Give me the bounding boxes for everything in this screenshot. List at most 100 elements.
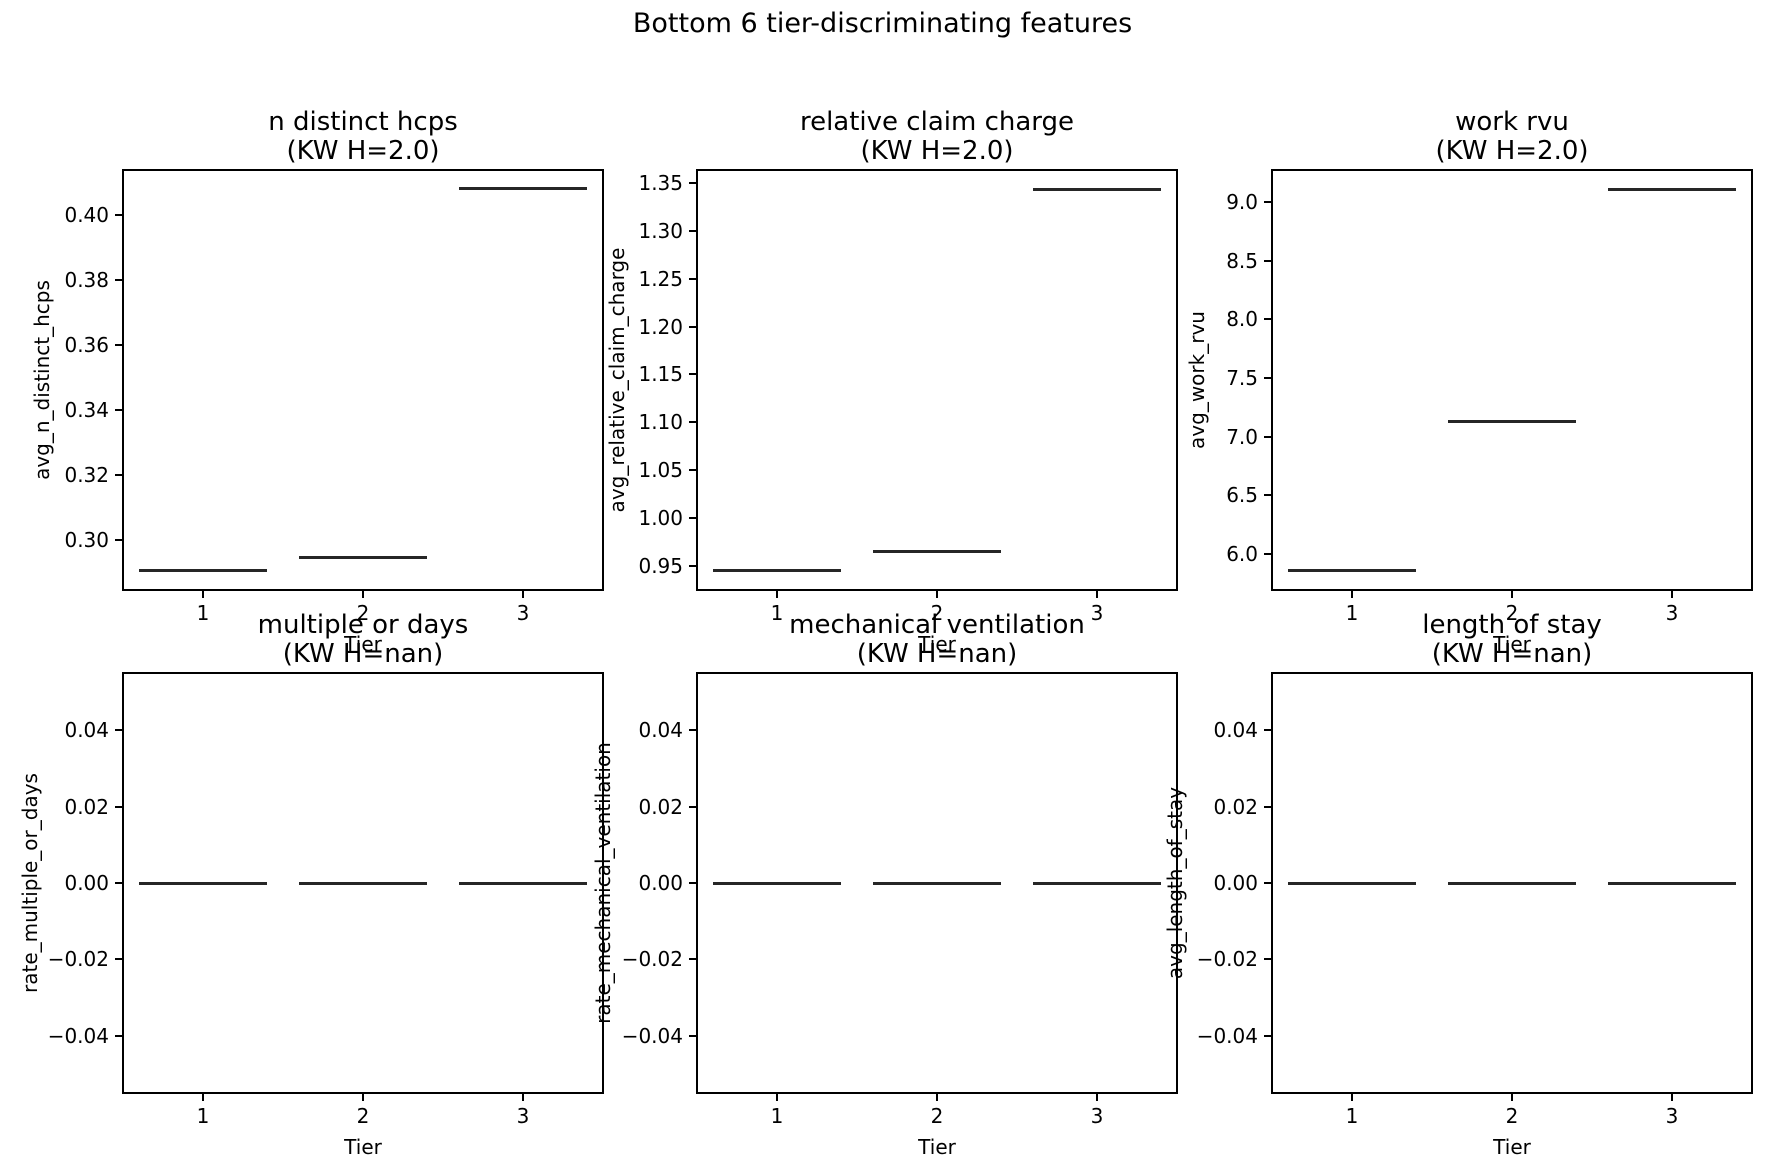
median-line (1288, 881, 1416, 885)
x-tick-label: 2 (356, 1104, 370, 1128)
y-tick (115, 409, 122, 412)
y-tick (115, 474, 122, 476)
plot-area (1271, 169, 1753, 591)
y-tick (689, 469, 696, 472)
x-tick (1671, 591, 1673, 598)
y-tick (115, 958, 122, 961)
y-tick (115, 729, 122, 732)
y-axis-label: avg_work_rvu (1185, 311, 1209, 449)
y-tick (115, 214, 122, 217)
y-tick-label: 0.02 (638, 794, 683, 819)
y-tick-label: 1.05 (638, 458, 683, 483)
median-line (873, 881, 1001, 885)
x-tick (1671, 1094, 1673, 1101)
y-axis-label: avg_n_distinct_hcps (30, 280, 54, 480)
subplot-subtitle: (KW H=2.0) (286, 136, 440, 166)
y-tick-label: 0.00 (64, 871, 109, 895)
x-tick (776, 591, 778, 598)
x-axis-label: Tier (918, 1135, 956, 1159)
y-tick-label: 0.40 (64, 203, 109, 228)
median-line (713, 569, 841, 573)
subplot-subtitle: (KW H=2.0) (860, 136, 1014, 166)
x-tick-label: 1 (770, 601, 784, 625)
y-tick-label: 0.36 (64, 333, 109, 358)
y-tick (1264, 318, 1271, 321)
y-axis-label: rate_mechanical_ventilation (591, 742, 615, 1024)
y-tick (689, 373, 696, 376)
x-tick-label: 3 (516, 1104, 530, 1128)
y-tick-label: −0.04 (47, 1023, 109, 1048)
y-tick (1264, 494, 1271, 497)
subplot-title-block: work rvu (KW H=2.0) (1212, 108, 1765, 166)
y-tick-label: 6.0 (1226, 541, 1258, 566)
x-tick-label: 3 (1090, 1104, 1104, 1128)
y-tick (689, 517, 696, 520)
x-tick-label: 2 (930, 1104, 944, 1128)
y-tick-label: 8.0 (1226, 307, 1258, 332)
y-tick-label: 0.00 (1213, 871, 1258, 895)
y-tick-label: 0.38 (64, 268, 109, 293)
median-line (1033, 187, 1161, 191)
median-line (1288, 569, 1416, 573)
y-tick-label: 0.02 (1213, 794, 1258, 819)
median-line (1608, 881, 1736, 885)
median-line (1033, 881, 1161, 885)
plot-area (122, 169, 604, 591)
median-line (713, 881, 841, 885)
subplot-title-block: length of stay (KW H=nan) (1212, 611, 1765, 669)
median-line (459, 186, 587, 190)
x-tick (1511, 591, 1513, 598)
y-tick (1264, 729, 1271, 732)
y-tick-label: −0.04 (621, 1023, 683, 1048)
subplot-title-block: n distinct hcps (KW H=2.0) (63, 108, 663, 166)
x-tick (1351, 591, 1353, 598)
subplot-title: n distinct hcps (268, 107, 458, 137)
x-tick-label: 3 (516, 601, 530, 625)
y-tick (115, 1034, 122, 1037)
median-line (1448, 419, 1576, 423)
y-tick (689, 277, 696, 280)
y-tick-label: 7.0 (1226, 424, 1258, 449)
y-tick (689, 181, 696, 184)
subplot-subtitle: (KW H=nan) (856, 639, 1018, 669)
y-tick (689, 1034, 696, 1037)
x-tick (936, 591, 938, 598)
y-tick (1264, 1034, 1271, 1037)
y-tick (689, 882, 696, 884)
subplot-subtitle: (KW H=2.0) (1435, 136, 1589, 166)
y-tick-label: 0.02 (64, 794, 109, 819)
y-tick (689, 729, 696, 732)
median-line (459, 881, 587, 885)
y-tick-label: 0.04 (1213, 718, 1258, 743)
x-axis-label: Tier (344, 1135, 382, 1159)
x-axis-label: Tier (1493, 1135, 1531, 1159)
x-tick (1096, 591, 1098, 598)
subplot-title-block: mechanical ventilation (KW H=nan) (637, 611, 1237, 669)
y-tick (1264, 200, 1271, 203)
median-line (299, 881, 427, 885)
y-tick-label: 9.0 (1226, 189, 1258, 214)
x-tick (202, 1094, 204, 1101)
y-tick-label: −0.02 (47, 947, 109, 972)
y-tick-label: 0.34 (64, 398, 109, 423)
x-tick (522, 591, 524, 598)
y-axis-label: rate_multiple_or_days (18, 773, 42, 993)
y-tick-label: 1.25 (638, 266, 683, 291)
median-line (1448, 881, 1576, 885)
y-tick-label: 1.30 (638, 218, 683, 243)
y-tick-label: 1.10 (638, 410, 683, 435)
y-tick-label: 6.5 (1226, 483, 1258, 508)
x-tick-label: 3 (1090, 601, 1104, 625)
x-tick-label: 2 (356, 601, 370, 625)
x-tick (936, 1094, 938, 1101)
y-tick (1264, 882, 1271, 884)
y-tick (689, 325, 696, 328)
y-tick-label: −0.02 (621, 947, 683, 972)
y-tick (115, 805, 122, 808)
y-tick (1264, 435, 1271, 438)
y-tick-label: 0.32 (64, 463, 109, 487)
y-tick (689, 958, 696, 961)
y-tick (1264, 376, 1271, 379)
subplot-title: relative claim charge (799, 107, 1075, 137)
